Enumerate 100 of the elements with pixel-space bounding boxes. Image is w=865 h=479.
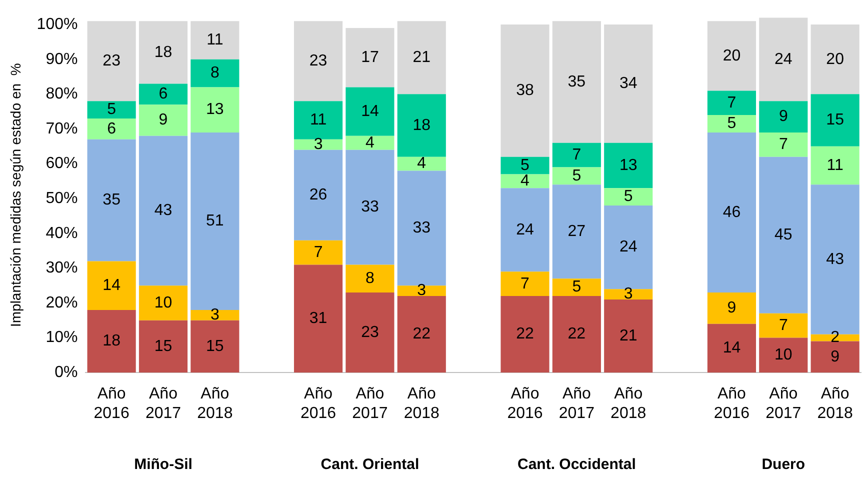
x-tick-label: Año 2016 [94, 386, 130, 422]
bar [294, 21, 343, 102]
text: Miño-Sil [134, 456, 192, 474]
data-label: 3 [417, 282, 426, 300]
x-tick-label: Año 2017 [558, 386, 595, 422]
data-label: 20 [826, 50, 844, 68]
data-label: 14 [722, 340, 741, 357]
bar [759, 101, 808, 132]
data-label: 35 [568, 73, 586, 90]
data-label: 6 [107, 120, 116, 138]
bar [346, 28, 394, 88]
bar [346, 150, 394, 265]
data-label: 5 [572, 167, 582, 184]
data-label: 11 [826, 156, 844, 174]
data-label: 7 [727, 94, 736, 112]
data-label: 3 [210, 306, 220, 324]
bar [138, 104, 188, 136]
data-label: 33 [412, 220, 431, 237]
bar [500, 156, 550, 174]
y-tick-label: 10% [46, 329, 78, 346]
x-tick-label: Año 2017 [766, 386, 802, 422]
data-label: 3 [314, 136, 323, 154]
data-label: 7 [572, 146, 582, 164]
bar [604, 24, 653, 143]
data-label: 18 [154, 44, 172, 61]
bar [397, 296, 446, 373]
data-label: 9 [778, 108, 788, 126]
bar [604, 188, 653, 206]
bar [138, 21, 188, 84]
bar [500, 24, 550, 157]
y-tick-label: 0% [54, 364, 78, 382]
bar [190, 59, 240, 88]
y-tick-label: 50% [46, 190, 78, 207]
data-label: 22 [568, 326, 586, 343]
data-label: 33 [361, 198, 379, 216]
bar [346, 136, 394, 150]
data-label: 22 [412, 326, 431, 343]
bar [87, 261, 136, 310]
data-label: 5 [520, 156, 530, 174]
text: Cant. Oriental [320, 456, 420, 474]
data-label: 26 [309, 186, 328, 204]
bar [552, 21, 601, 143]
y-tick-label: 80% [46, 86, 78, 103]
y-tick-label: 20% [46, 294, 78, 312]
bar [552, 184, 601, 279]
bar [707, 21, 756, 91]
text: Cant. Occidental [517, 456, 636, 474]
data-label: 14 [102, 276, 121, 294]
bar [138, 84, 188, 105]
bar [552, 296, 601, 373]
y-tick-label: 90% [46, 50, 78, 68]
bar [810, 341, 860, 373]
data-label: 18 [412, 116, 431, 134]
bar [707, 90, 756, 116]
data-label: 43 [826, 250, 844, 268]
data-label: 46 [722, 204, 741, 221]
data-label: 8 [366, 270, 375, 288]
bar [500, 296, 550, 373]
data-label: 7 [520, 275, 530, 292]
data-label: 15 [206, 338, 224, 355]
bar [759, 313, 808, 338]
bar [810, 24, 860, 94]
data-label: 43 [154, 202, 172, 220]
y-tick-label: 100% [36, 16, 78, 33]
data-label: 23 [309, 52, 328, 70]
data-label: 15 [826, 112, 844, 129]
data-label: 5 [624, 188, 633, 206]
data-label: 13 [619, 156, 638, 174]
bar [500, 174, 550, 188]
data-label: 24 [516, 221, 534, 238]
bar [138, 320, 188, 373]
bar [190, 320, 240, 373]
data-label: 11 [206, 32, 224, 49]
y-tick-label: 70% [46, 120, 78, 138]
bar [87, 118, 136, 140]
data-label: 20 [722, 47, 741, 64]
bar [552, 167, 601, 185]
x-tick-label: Año 2018 [404, 386, 440, 422]
data-label: 15 [154, 338, 172, 355]
data-label: 21 [412, 49, 431, 66]
data-label: 35 [102, 192, 121, 209]
data-label: 5 [107, 101, 116, 118]
data-label: 5 [727, 115, 736, 132]
bar [552, 142, 601, 168]
x-tick-label: Año 2018 [610, 386, 646, 422]
data-label: 51 [206, 212, 224, 230]
bar [604, 289, 653, 300]
bar [810, 94, 860, 146]
data-label: 31 [309, 310, 328, 328]
data-label: 18 [102, 332, 121, 350]
bar [759, 18, 808, 102]
data-label: 10 [774, 346, 792, 364]
bar [500, 188, 550, 272]
data-label: 24 [774, 50, 792, 68]
bar [604, 300, 653, 373]
bar [138, 136, 188, 286]
data-label: 45 [774, 226, 792, 244]
x-tick-label: Año 2017 [145, 386, 182, 422]
data-label: 7 [778, 136, 788, 154]
data-label: 34 [619, 75, 638, 92]
